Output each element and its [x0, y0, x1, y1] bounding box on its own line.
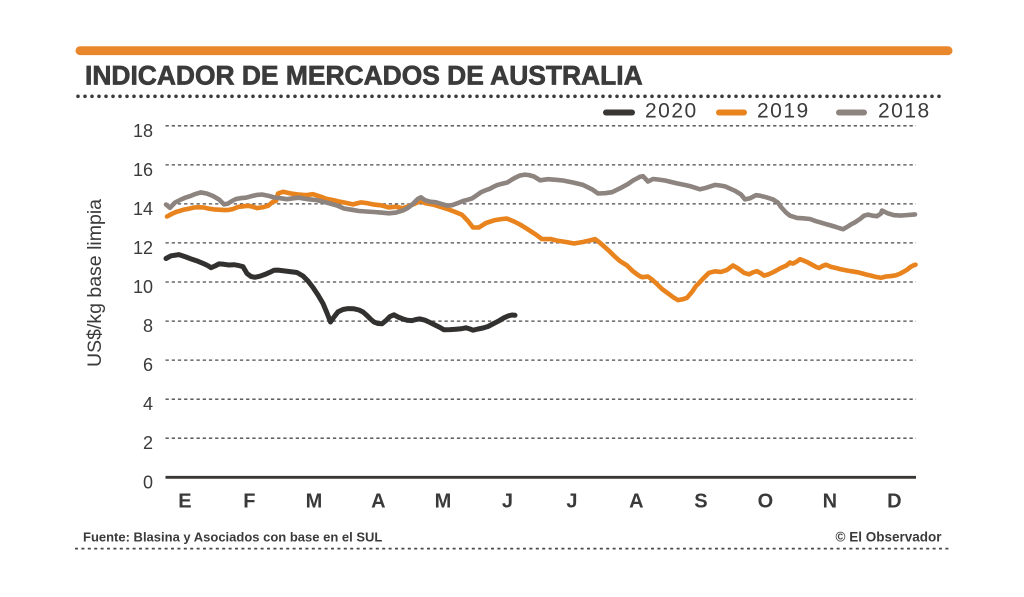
svg-text:16: 16	[133, 160, 153, 180]
svg-text:2: 2	[143, 433, 153, 453]
svg-text:US$/kg base limpia: US$/kg base limpia	[84, 199, 106, 367]
svg-text:8: 8	[143, 316, 153, 336]
svg-text:Fuente: Blasina y Asociados co: Fuente: Blasina y Asociados con base en …	[83, 530, 382, 545]
svg-text:10: 10	[133, 277, 153, 297]
svg-text:O: O	[758, 491, 774, 513]
svg-text:4: 4	[143, 394, 153, 414]
svg-text:2018: 2018	[878, 100, 931, 123]
svg-text:2020: 2020	[645, 100, 698, 123]
svg-text:0: 0	[143, 472, 153, 492]
svg-text:J: J	[566, 491, 577, 513]
svg-text:A: A	[371, 491, 385, 513]
svg-text:6: 6	[143, 355, 153, 375]
svg-text:18: 18	[133, 121, 153, 141]
svg-text:E: E	[178, 491, 191, 513]
svg-text:12: 12	[133, 238, 153, 258]
svg-text:F: F	[243, 491, 255, 513]
svg-text:D: D	[887, 491, 901, 513]
svg-text:© El Observador: © El Observador	[836, 530, 943, 545]
svg-text:N: N	[823, 491, 837, 513]
svg-text:J: J	[502, 491, 513, 513]
svg-text:A: A	[629, 491, 643, 513]
svg-text:14: 14	[133, 199, 153, 219]
svg-text:M: M	[306, 491, 323, 513]
svg-text:S: S	[694, 491, 707, 513]
svg-text:INDICADOR DE MERCADOS DE AUSTR: INDICADOR DE MERCADOS DE AUSTRALIA	[85, 61, 643, 91]
svg-text:M: M	[435, 491, 452, 513]
svg-text:2019: 2019	[757, 100, 810, 123]
